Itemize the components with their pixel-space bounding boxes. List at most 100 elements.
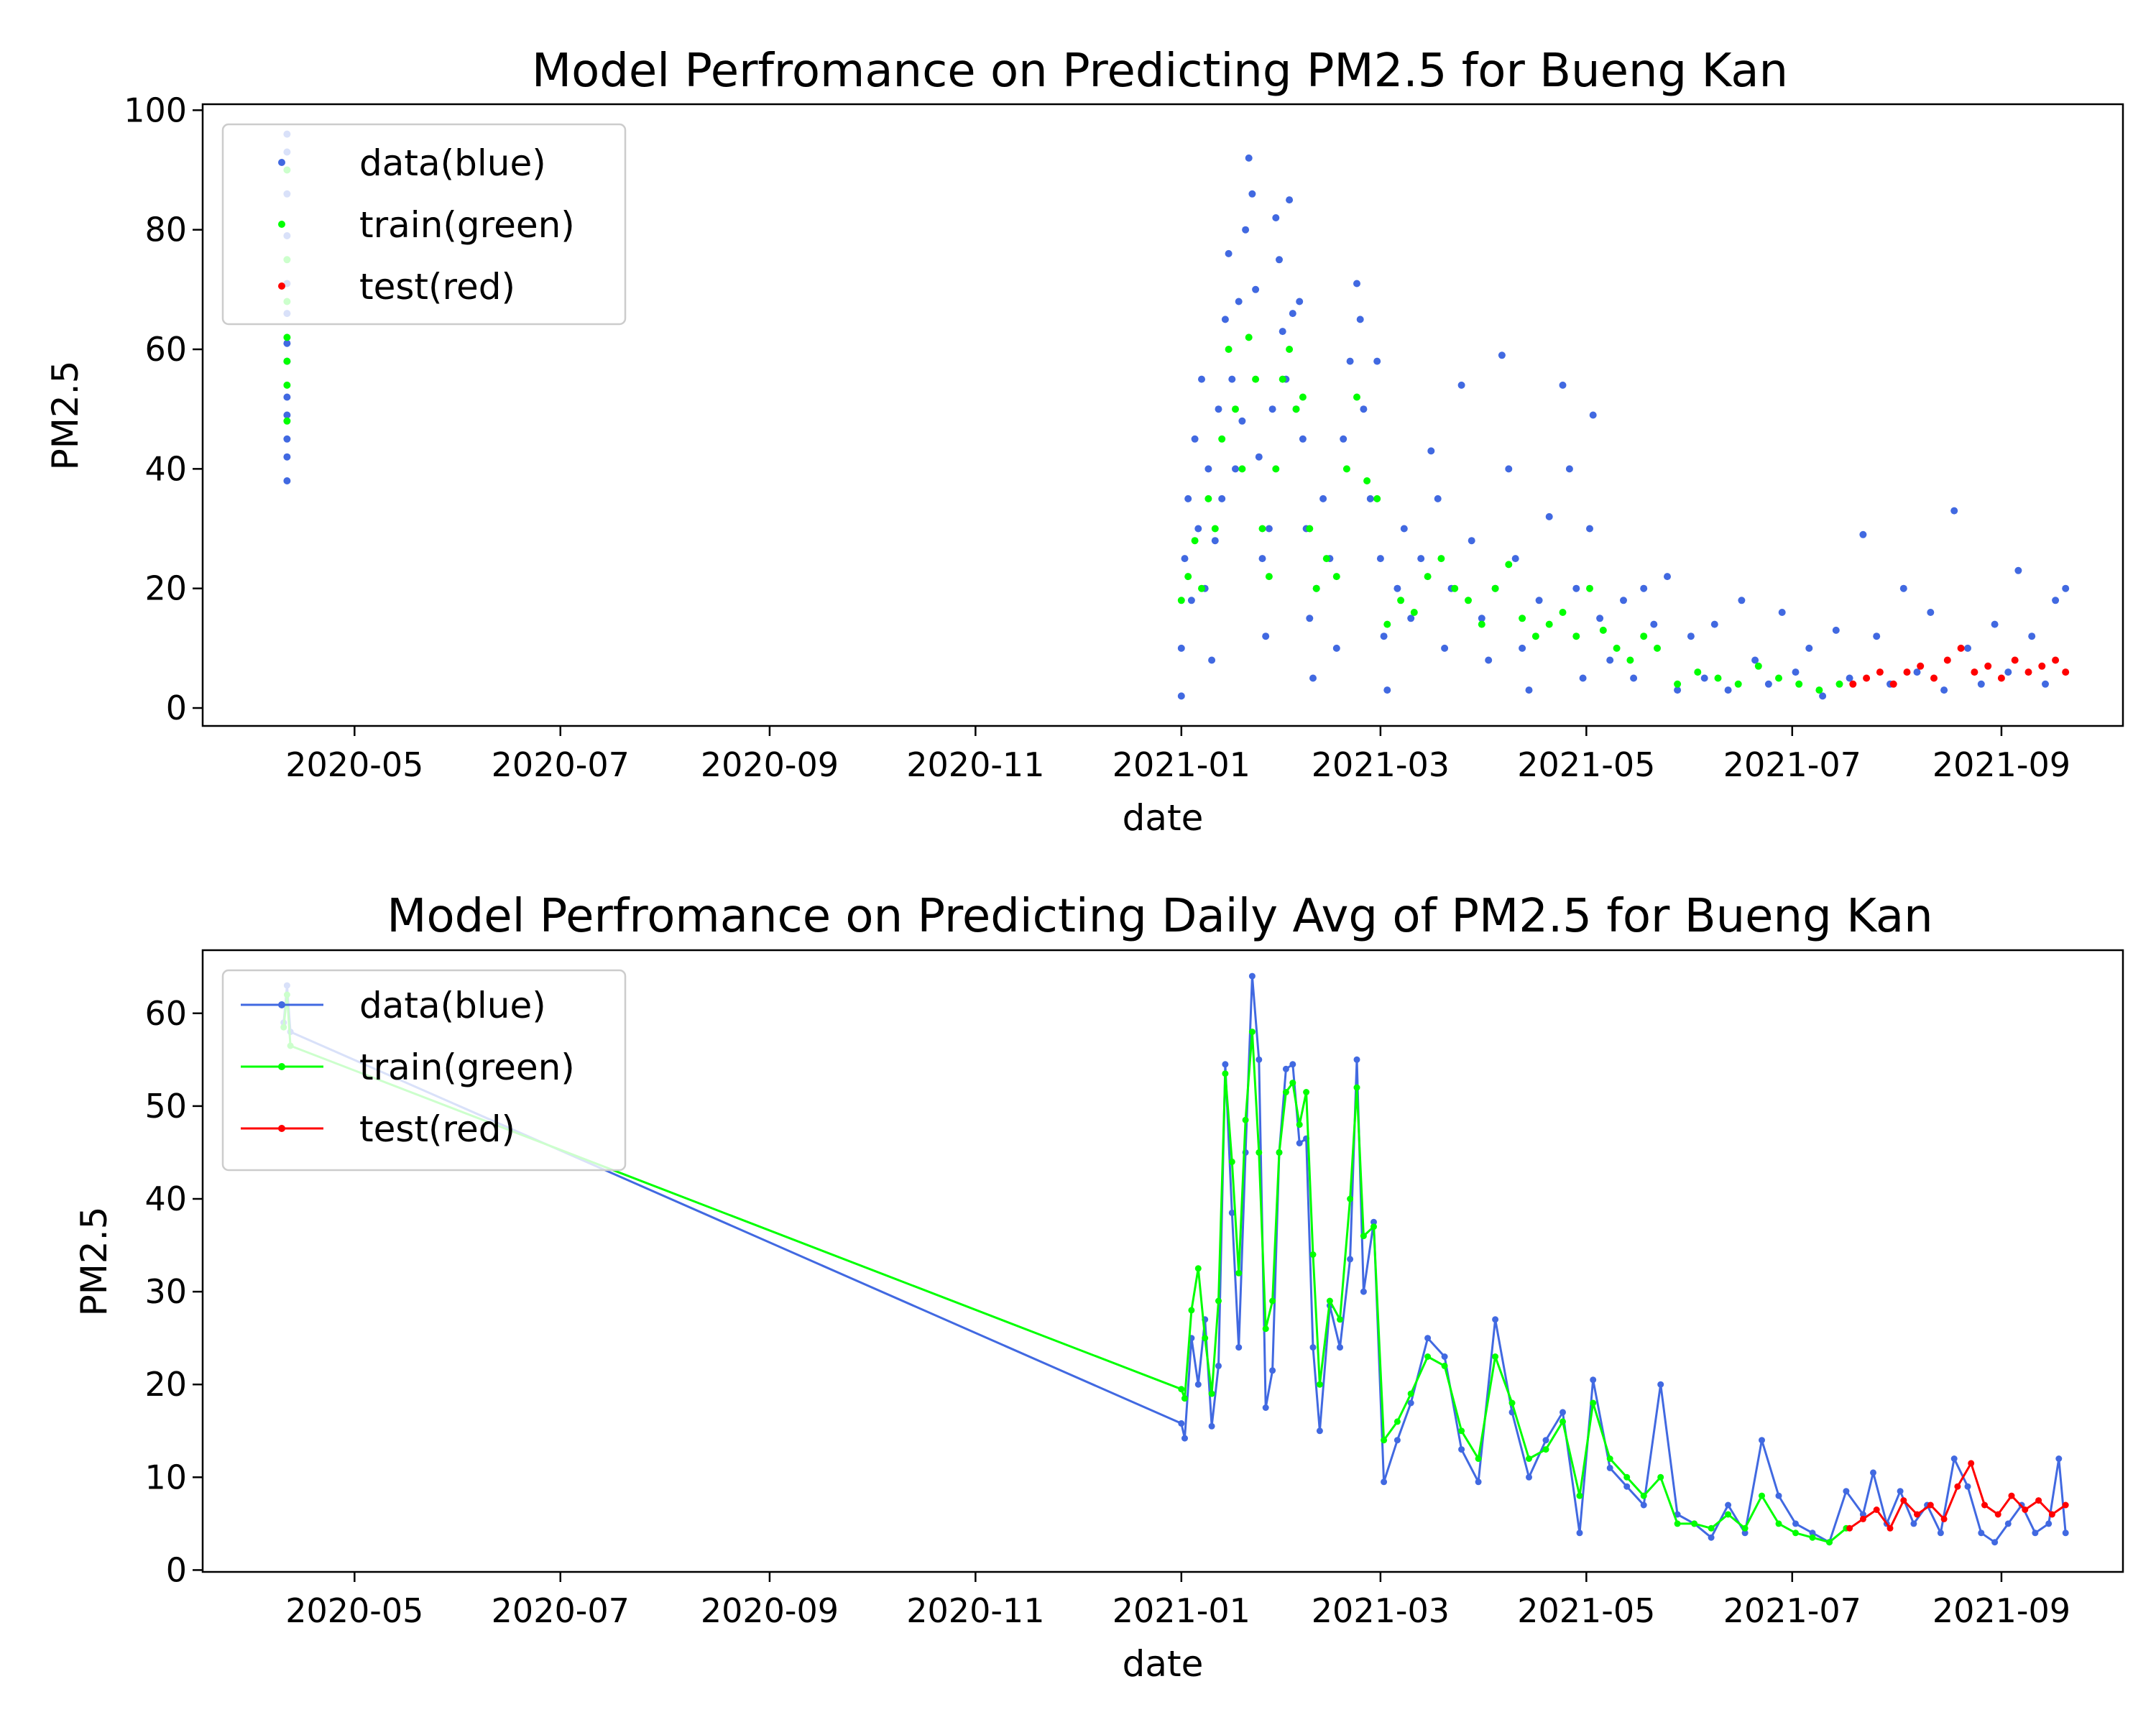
top-chart-train-point: [1265, 573, 1273, 581]
top-chart-train-point: [1586, 584, 1593, 592]
top-chart-train-point: [1332, 573, 1340, 581]
top-chart-train-point: [1775, 674, 1782, 682]
top-chart-data-point: [1279, 328, 1286, 336]
bottom-chart-x-ticks: 2020-05 2020-07 2020-09 2020-11 2021-01 2021-…: [285, 1572, 2070, 1630]
top-chart-train-point: [1272, 465, 1280, 473]
bottom-chart-y-tick-label: 40: [144, 1179, 187, 1218]
top-chart-train-point: [1211, 525, 1219, 533]
top-chart-y-ticks: 0 20 40 60 80 100: [124, 91, 203, 727]
top-chart-train-point: [1292, 405, 1300, 413]
top-chart-data-point: [1296, 298, 1304, 305]
top-chart-data-point: [1586, 525, 1593, 533]
top-chart-marks: [283, 130, 2070, 700]
bottom-chart-test-point: [1886, 1524, 1894, 1532]
bottom-chart-train-point: [1407, 1390, 1414, 1397]
top-chart-train-point: [1258, 525, 1266, 533]
bottom-chart-train-point: [1809, 1534, 1816, 1541]
top-chart-data-point: [1873, 632, 1881, 640]
bottom-chart-x-tick-label: 2021-05: [1517, 1591, 1655, 1630]
bottom-chart-train-point: [1542, 1446, 1549, 1453]
bottom-chart-data-point: [2045, 1520, 2053, 1527]
bottom-chart-data-point: [1289, 1061, 1296, 1068]
bottom-chart-train-point: [1215, 1297, 1222, 1305]
bottom-chart-data-point: [1194, 1381, 1202, 1388]
bottom-chart-y-tick-label: 60: [144, 994, 187, 1033]
bottom-chart-y-tick-label: 30: [144, 1272, 187, 1311]
bottom-chart-train-point: [1353, 1084, 1360, 1091]
bottom-chart-train-point: [1475, 1455, 1482, 1462]
bottom-chart-data-point: [1674, 1511, 1681, 1518]
bottom-chart-data-point: [1248, 972, 1256, 980]
bottom-chart-train-point: [1235, 1269, 1243, 1276]
bottom-chart-data-point: [2062, 1530, 2069, 1537]
bottom-chart-data-point: [1964, 1483, 1971, 1490]
bottom-chart-legend-label-train: train(green): [359, 1046, 575, 1088]
top-chart-data-point: [1596, 615, 1604, 622]
top-chart-train-point: [1218, 435, 1226, 443]
top-chart-data-point: [1276, 256, 1283, 264]
top-chart-y-tick-label: 80: [144, 211, 187, 249]
top-chart-x-tick-label: 2020-05: [285, 745, 423, 784]
bottom-chart-train-point: [1492, 1353, 1499, 1360]
top-chart-data-point: [1950, 507, 1958, 515]
top-chart-test-point: [1984, 662, 1992, 670]
top-chart-test-point: [1971, 668, 1978, 676]
bottom-chart-train-point: [1424, 1353, 1432, 1360]
top-chart-data-point: [1899, 584, 1907, 592]
top-chart-train-point: [1198, 584, 1205, 592]
top-chart-frame: [201, 103, 2124, 727]
top-chart-data-point: [1778, 609, 1786, 616]
top-chart-data-point: [1187, 597, 1195, 604]
top-chart-train-point: [1177, 597, 1185, 604]
bottom-chart-data-point: [1809, 1530, 1816, 1537]
top-chart-data-point: [1208, 656, 1216, 664]
top-chart-data-point: [283, 393, 291, 401]
top-chart-test-point: [1849, 680, 1857, 688]
top-chart-train-point: [1531, 632, 1539, 640]
bottom-chart-legend-marker-train: [278, 1063, 285, 1070]
top-chart-data-point: [1664, 573, 1671, 581]
bottom-chart-data-point: [1262, 1404, 1269, 1411]
bottom-chart-x-tick-label: 2020-09: [701, 1591, 839, 1630]
bottom-chart-data-point: [1282, 1065, 1289, 1072]
top-chart-train-point: [1451, 584, 1459, 592]
bottom-chart-train-point: [1576, 1492, 1583, 1499]
bottom-chart-data-point: [1256, 1056, 1263, 1063]
top-chart-train-point: [1437, 555, 1445, 563]
bottom-chart-test-point: [2035, 1497, 2042, 1504]
bottom-chart-y-label: PM2.5: [73, 1207, 115, 1317]
bottom-chart-train-point: [1792, 1530, 1799, 1537]
top-chart-data-point: [1258, 555, 1266, 563]
bottom-chart-data-point: [1360, 1288, 1367, 1295]
top-chart-data-point: [1309, 674, 1317, 682]
bottom-chart-data-point: [1492, 1316, 1499, 1323]
top-chart-data-point: [1832, 626, 1840, 634]
bottom-chart-test-point: [2022, 1506, 2029, 1513]
top-chart-data-point: [1242, 226, 1250, 234]
bottom-chart-train-point: [1303, 1089, 1310, 1095]
bottom-chart-data-point: [1316, 1427, 1323, 1435]
top-chart-train-point: [1613, 644, 1621, 652]
top-chart-data-point: [1191, 435, 1199, 443]
top-chart-data-point: [1819, 692, 1827, 700]
bottom-chart-data-point: [1623, 1483, 1631, 1490]
top-chart-legend-marker-train: [278, 221, 285, 228]
top-chart-x-tick-label: 2020-09: [701, 745, 839, 784]
top-chart-data-point: [1332, 644, 1340, 652]
bottom-chart-train-point: [1623, 1473, 1631, 1481]
bottom-chart-data-point: [1725, 1501, 1732, 1509]
top-chart-data-point: [1346, 357, 1354, 365]
bottom-chart-y-tick-label: 50: [144, 1087, 187, 1126]
bottom-chart-data-point: [1381, 1478, 1388, 1486]
bottom-chart-x-tick-label: 2020-05: [285, 1591, 423, 1630]
bottom-chart-test-point: [1968, 1460, 1975, 1467]
top-chart-data-point: [1383, 686, 1391, 694]
bottom-chart-train-point: [1242, 1116, 1249, 1123]
top-chart-data-point: [1606, 656, 1614, 664]
top-chart-x-tick-label: 2020-07: [492, 745, 630, 784]
top-chart-data-point: [1565, 465, 1573, 473]
bottom-chart-legend-box: [221, 969, 627, 1172]
bottom-chart-test-point: [1954, 1483, 1961, 1490]
top-chart-data-point: [1393, 584, 1401, 592]
